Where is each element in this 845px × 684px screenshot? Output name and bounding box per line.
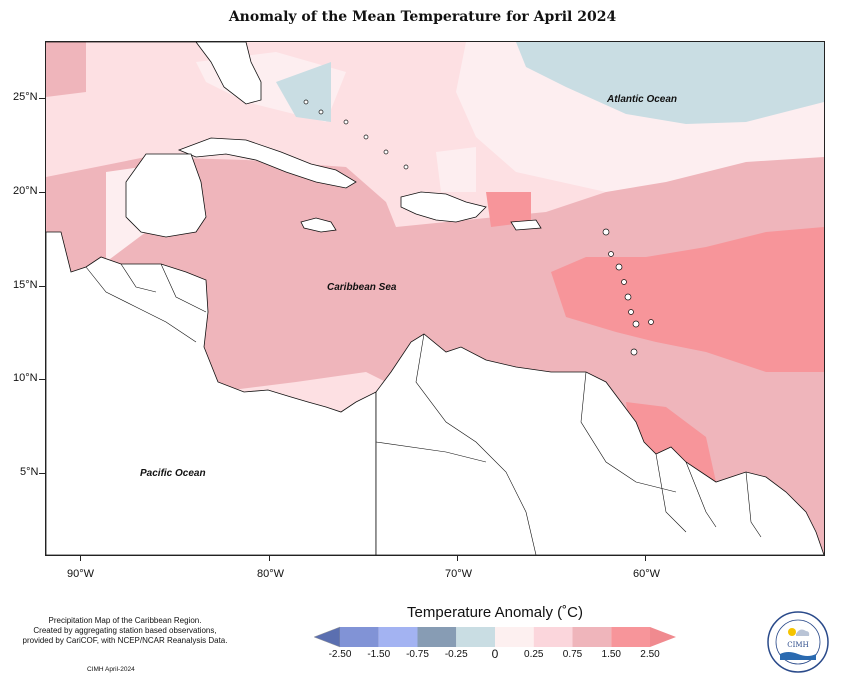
- legend-cell: [611, 627, 650, 647]
- lat-tick-mark: [39, 98, 45, 99]
- legend-end-high: [650, 627, 676, 647]
- lat-tick-mark: [39, 379, 45, 380]
- lat-tick-mark: [39, 473, 45, 474]
- color-bar: [313, 626, 676, 648]
- yucatan: [125, 153, 207, 238]
- florida: [46, 42, 262, 105]
- central-america: [46, 231, 377, 555]
- logo-text: CIMH: [787, 641, 808, 649]
- lesser-antilles: [303, 99, 654, 356]
- legend-tick-label: -1.50: [367, 649, 391, 660]
- lon-label: 90°W: [67, 568, 95, 580]
- legend-cell: [417, 627, 457, 647]
- footnote-date: CIMH April-2024: [87, 666, 135, 673]
- lat-label: 20°N: [13, 185, 38, 197]
- lat-label: 25°N: [13, 91, 38, 103]
- lon-label: 70°W: [445, 568, 473, 580]
- map-title: Anomaly of the Mean Temperature for Apri…: [228, 9, 617, 25]
- lat-label: 10°N: [13, 372, 38, 384]
- legend-end-low: [313, 626, 341, 648]
- legend-tick-label: 0.75: [562, 649, 583, 660]
- pacific-ocean-label: Pacific Ocean: [140, 468, 206, 479]
- legend-tick-label: 0: [491, 647, 499, 661]
- footnote: Precipitation Map of the Caribbean Regio…: [10, 616, 240, 646]
- lon-label: 60°W: [633, 568, 661, 580]
- jamaica: [300, 217, 337, 233]
- lon-tick-mark: [269, 555, 270, 561]
- lat-tick-mark: [39, 286, 45, 287]
- footnote-line: Precipitation Map of the Caribbean Regio…: [48, 616, 202, 625]
- legend-cell: [340, 627, 379, 647]
- legend-cell: [572, 627, 612, 647]
- legend-tick-label: -0.25: [444, 649, 468, 660]
- legend-title: Temperature Anomaly (˚C): [407, 604, 583, 621]
- caribbean-sea-label: Caribbean Sea: [327, 282, 397, 293]
- lat-label: 15°N: [13, 279, 38, 291]
- legend-tick-label: 1.50: [601, 649, 621, 660]
- footnote-line: provided by CariCOF, with NCEP/NCAR Rean…: [22, 636, 228, 645]
- legend-cell: [495, 627, 534, 647]
- hispaniola: [400, 191, 487, 223]
- atlantic-ocean-label: Atlantic Ocean: [607, 94, 678, 105]
- south-america: [375, 333, 824, 555]
- legend-tick-label: -0.75: [406, 649, 429, 660]
- legend-tick-label: 2.50: [640, 649, 660, 660]
- anomaly-map: Atlantic Ocean Caribbean Sea Pacific Oce…: [45, 41, 825, 556]
- lon-tick-mark: [80, 555, 81, 561]
- land-masses: [46, 42, 824, 555]
- lon-tick-mark: [645, 555, 646, 561]
- legend-cell: [533, 627, 573, 647]
- map-canvas: [46, 42, 824, 555]
- legend-cell: [378, 627, 418, 647]
- footnote-line: Created by aggregating station based obs…: [33, 626, 217, 635]
- borders: [85, 263, 762, 555]
- cimh-logo: CIMH: [767, 611, 829, 673]
- legend-tick-label: 0.25: [524, 649, 544, 660]
- lat-tick-mark: [39, 192, 45, 193]
- cuba: [177, 137, 357, 189]
- puerto-rico: [510, 219, 542, 231]
- lon-tick-mark: [457, 555, 458, 561]
- legend-cell: [456, 627, 495, 647]
- legend-tick-label: -2.50: [328, 649, 352, 660]
- lat-label: 5°N: [20, 466, 39, 478]
- lon-label: 80°W: [257, 568, 285, 580]
